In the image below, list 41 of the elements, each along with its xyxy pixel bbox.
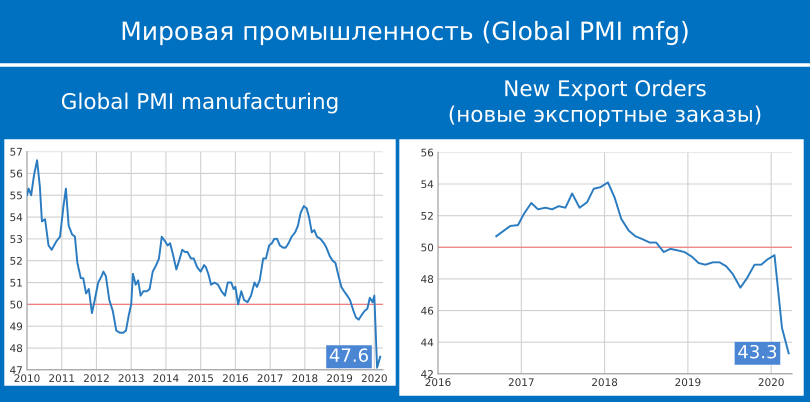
x-tick-label: 2014 <box>153 374 179 382</box>
y-tick-label: 50 <box>421 244 434 252</box>
y-tick-label: 53 <box>10 235 22 243</box>
y-tick-label: 48 <box>10 344 22 352</box>
x-tick-label: 2017 <box>508 378 534 386</box>
chart-title: Global PMI manufacturing <box>62 92 338 114</box>
x-tick-label: 2011 <box>49 374 74 382</box>
y-tick-label: 56 <box>421 148 434 156</box>
y-tick-label: 52 <box>421 212 433 220</box>
x-tick-label: 2016 <box>426 378 451 386</box>
y-tick-label: 49 <box>10 322 22 330</box>
y-tick-label: 52 <box>10 256 22 265</box>
y-tick-label: 46 <box>421 306 434 315</box>
y-tick-label: 54 <box>10 213 22 222</box>
x-tick-label: 2015 <box>188 374 214 382</box>
chart-title: New Export Orders (новые экспортные заказы) <box>450 80 760 126</box>
text: Мировая промышленность (Global PMI mfg) <box>122 20 688 46</box>
annotation: 43.3 <box>738 344 776 359</box>
x-tick-label: 2017 <box>258 374 282 382</box>
y-tick-label: 57 <box>10 148 22 156</box>
x-tick-label: 2020 <box>362 374 387 382</box>
x-tick-label: 2018 <box>292 374 318 382</box>
x-tick-label: 2019 <box>327 374 352 382</box>
y-tick-label: 47 <box>10 366 22 374</box>
y-tick-label: 51 <box>10 278 22 287</box>
x-tick-label: 2016 <box>222 374 248 382</box>
y-tick-label: 42 <box>421 370 433 378</box>
y-tick-label: 48 <box>421 275 434 284</box>
y-tick-label: 56 <box>10 170 22 178</box>
x-tick-label: 2013 <box>118 374 144 382</box>
x-tick-label: 2018 <box>592 378 618 386</box>
annotation: 47.6 <box>330 348 368 362</box>
line-series <box>27 159 382 369</box>
y-tick-label: 50 <box>10 300 22 308</box>
x-tick-label: 2020 <box>758 378 784 386</box>
y-tick-label: 54 <box>421 180 434 188</box>
x-tick-label: 2010 <box>14 374 40 382</box>
y-tick-label: 55 <box>10 192 22 200</box>
x-tick-label: 2012 <box>84 374 109 382</box>
y-tick-label: 44 <box>421 338 434 346</box>
x-tick-label: 2019 <box>675 378 700 386</box>
